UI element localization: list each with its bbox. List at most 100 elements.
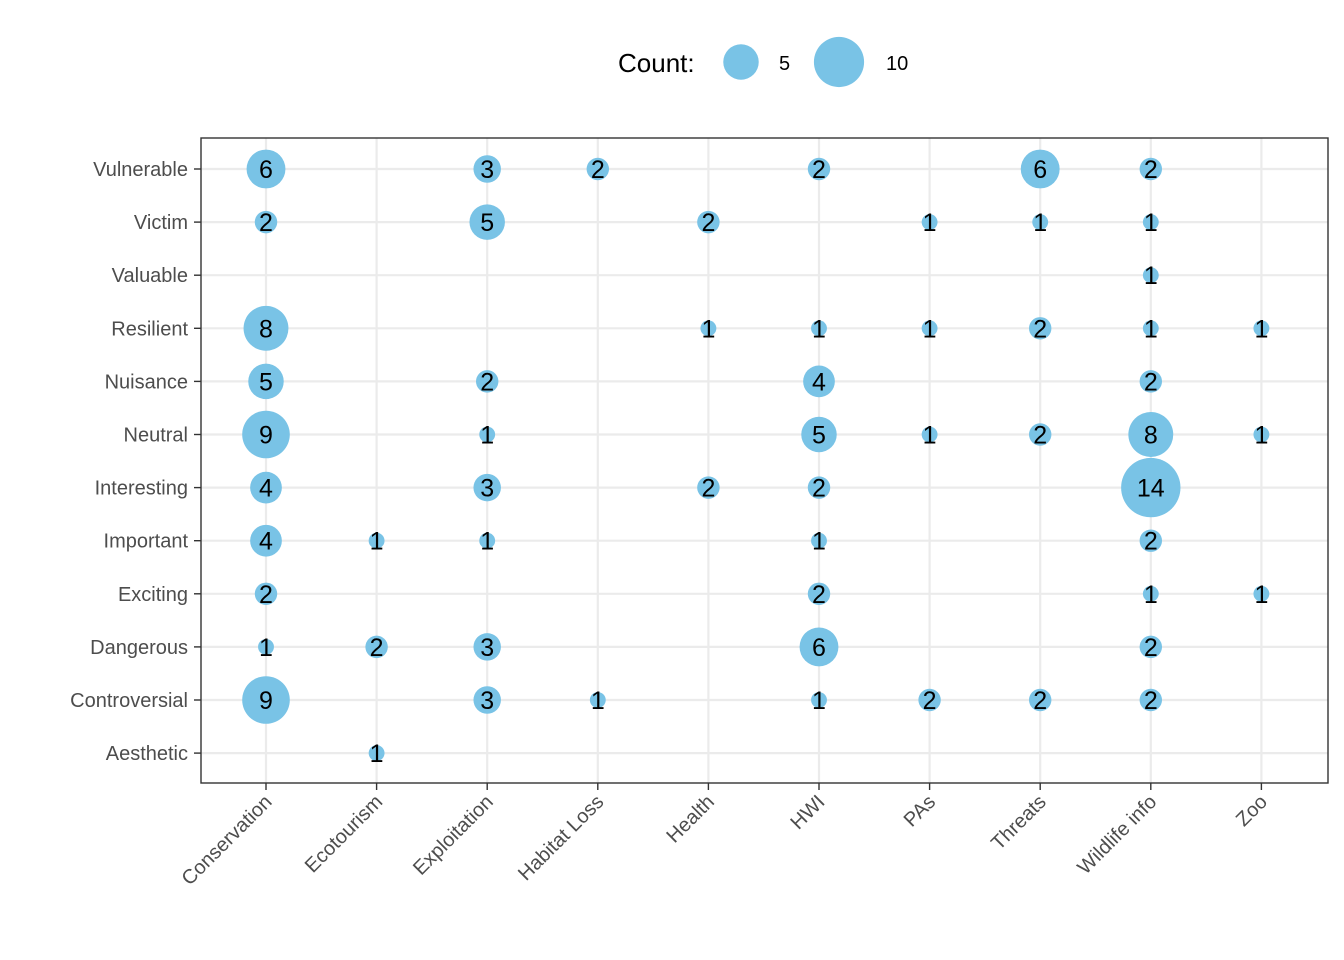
bubble bbox=[242, 676, 290, 724]
x-tick-label: HWI bbox=[786, 791, 829, 834]
bubble-label: 9 bbox=[259, 422, 273, 450]
bubble bbox=[586, 157, 610, 181]
bubble bbox=[1028, 317, 1052, 340]
x-tick-label: Zoo bbox=[1232, 791, 1272, 831]
bubble bbox=[807, 157, 831, 181]
legend-key-bubble bbox=[813, 36, 865, 88]
bubble-label: 1 bbox=[812, 687, 826, 715]
bubble-label: 6 bbox=[812, 634, 826, 662]
x-tick-label: Threats bbox=[987, 791, 1051, 855]
legend-key-bubble bbox=[723, 44, 759, 80]
bubble-label: 1 bbox=[1254, 581, 1268, 609]
bubble bbox=[811, 532, 827, 549]
y-tick-label: Nuisance bbox=[105, 371, 188, 393]
bubble bbox=[254, 582, 278, 606]
bubble bbox=[250, 524, 282, 557]
bubble bbox=[589, 692, 606, 708]
y-tick-label: Dangerous bbox=[90, 637, 188, 659]
y-tick-label: Important bbox=[104, 531, 189, 553]
bubble-label: 2 bbox=[1033, 315, 1047, 343]
bubble bbox=[473, 155, 501, 183]
bubble-label: 2 bbox=[1144, 368, 1158, 396]
bubble bbox=[1139, 529, 1163, 552]
bubble bbox=[1142, 214, 1159, 231]
bubble bbox=[697, 476, 720, 499]
bubble-label: 3 bbox=[480, 156, 494, 184]
plot-border bbox=[200, 137, 1329, 784]
bubble bbox=[246, 149, 286, 189]
bubble-label: 1 bbox=[1144, 581, 1158, 609]
x-tick-label: Health bbox=[662, 791, 718, 847]
bubble bbox=[242, 410, 290, 459]
bubble-label: 2 bbox=[1144, 687, 1158, 715]
x-axis: Conservation Ecotourism Exploitation Habita… bbox=[178, 783, 1272, 890]
bubble bbox=[1253, 320, 1270, 337]
grid-lines bbox=[201, 138, 1328, 783]
bubble-label: 8 bbox=[1144, 422, 1158, 450]
bubble-label: 1 bbox=[1144, 262, 1158, 290]
bubble bbox=[921, 426, 938, 443]
bubble-label: 2 bbox=[1144, 156, 1158, 184]
x-tick-label: PAs bbox=[900, 791, 940, 831]
legend: Count: 5 10 bbox=[618, 36, 908, 88]
bubble-label: 2 bbox=[259, 209, 273, 237]
bubble bbox=[1139, 688, 1163, 712]
bubble bbox=[811, 692, 827, 708]
bubble-label: 2 bbox=[812, 581, 826, 609]
bubble-label: 1 bbox=[259, 634, 273, 662]
bubble bbox=[803, 365, 835, 398]
x-tick-label: Conservation bbox=[178, 791, 277, 890]
bubble-label: 1 bbox=[812, 315, 826, 343]
plot-area: 6 3 2 2 6 22 5 2 1 1 118 1 1 1 2 1 15 2 4 29 1 5 1 2 8 14 3 2 2 144 1 1… bbox=[200, 137, 1329, 784]
bubble bbox=[1032, 214, 1049, 231]
x-tick-label: Exploitation bbox=[409, 791, 498, 880]
bubble-label: 2 bbox=[591, 156, 605, 184]
bubble bbox=[799, 627, 839, 667]
bubble-label: 1 bbox=[1144, 209, 1158, 237]
bubble-label: 8 bbox=[259, 315, 273, 343]
bubble bbox=[469, 204, 505, 240]
bubble-label: 1 bbox=[923, 315, 937, 343]
bubble bbox=[1139, 635, 1163, 659]
bubble-label: 9 bbox=[259, 687, 273, 715]
bubble bbox=[473, 633, 501, 661]
bubble-label: 2 bbox=[1033, 422, 1047, 450]
bubble-label: 2 bbox=[812, 156, 826, 184]
bubble bbox=[1253, 426, 1270, 443]
bubble-label: 2 bbox=[1033, 687, 1047, 715]
bubble-label: 1 bbox=[701, 315, 715, 343]
x-tick-label: Wildlife info bbox=[1073, 791, 1161, 879]
bubble bbox=[918, 688, 941, 712]
bubble bbox=[1020, 149, 1060, 189]
bubble-label: 1 bbox=[480, 528, 494, 556]
bubble bbox=[243, 305, 289, 351]
bubble bbox=[1139, 157, 1163, 181]
bubble bbox=[479, 532, 496, 549]
bubble bbox=[1142, 267, 1159, 284]
legend-title: Count: bbox=[618, 48, 695, 78]
bubble bbox=[479, 426, 496, 443]
bubble-label: 2 bbox=[259, 581, 273, 609]
bubble-label: 2 bbox=[1144, 528, 1158, 556]
bubble bbox=[473, 473, 501, 502]
bubble bbox=[1121, 457, 1181, 518]
bubble bbox=[473, 686, 501, 714]
bubble-label: 3 bbox=[480, 687, 494, 715]
y-tick-label: Valuable bbox=[112, 265, 188, 287]
bubble-label: 3 bbox=[480, 475, 494, 503]
legend-key-label: 5 bbox=[779, 53, 790, 75]
bubble-label: 1 bbox=[1254, 315, 1268, 343]
bubble-label: 4 bbox=[259, 475, 273, 503]
x-tick-label: Habitat Loss bbox=[514, 791, 608, 885]
bubble bbox=[254, 210, 278, 234]
bubble bbox=[921, 320, 938, 337]
bubble bbox=[807, 582, 831, 606]
bubble-label: 2 bbox=[701, 475, 715, 503]
bubble bbox=[368, 745, 385, 762]
bubble-label: 1 bbox=[370, 528, 384, 556]
bubble-label: 4 bbox=[259, 528, 273, 556]
bubble-label: 6 bbox=[259, 156, 273, 184]
bubble bbox=[1139, 370, 1163, 393]
bubble bbox=[1128, 412, 1174, 457]
bubble-label: 1 bbox=[480, 422, 494, 450]
